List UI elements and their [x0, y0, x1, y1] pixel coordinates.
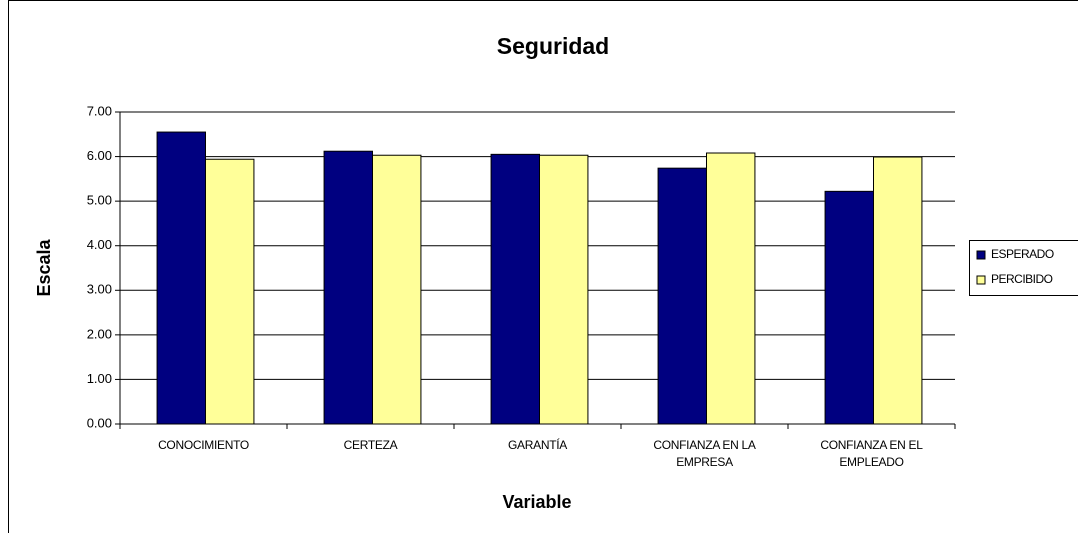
bar [657, 167, 708, 425]
bar [706, 152, 756, 425]
x-tick-label: CONFIANZA EN EL EMPLEADO [820, 438, 923, 469]
bar [490, 153, 541, 425]
bar [539, 154, 589, 425]
bar [824, 190, 875, 425]
bar [156, 131, 207, 425]
legend-label: ESPERADO [991, 247, 1054, 261]
y-tick-label: 0.00 [87, 415, 112, 430]
y-axis-title: Escala [34, 238, 54, 296]
chart-title: Seguridad [497, 33, 609, 59]
x-tick-label: GARANTÍA [508, 438, 567, 452]
x-tick-label: CONFIANZA EN LA EMPRESA [653, 438, 756, 469]
y-tick-label: 4.00 [87, 237, 112, 252]
y-tick-label: 6.00 [87, 148, 112, 163]
y-tick-label: 1.00 [87, 371, 112, 386]
y-tick-label: 7.00 [87, 103, 112, 118]
x-tick-label: CONOCIMIENTO [158, 438, 249, 452]
bar [873, 156, 923, 425]
bar [205, 158, 255, 425]
legend-swatch [976, 250, 986, 260]
y-tick-label: 3.00 [87, 282, 112, 297]
x-tick-label: CERTEZA [343, 438, 398, 452]
bar [372, 154, 422, 425]
y-tick-label: 5.00 [87, 193, 112, 208]
y-tick-label: 2.00 [87, 326, 112, 341]
bar [323, 150, 374, 425]
legend-label: PERCIBIDO [991, 272, 1053, 286]
legend-box [969, 240, 1078, 296]
legend-swatch [976, 275, 986, 285]
x-axis-title: Variable [502, 492, 571, 512]
